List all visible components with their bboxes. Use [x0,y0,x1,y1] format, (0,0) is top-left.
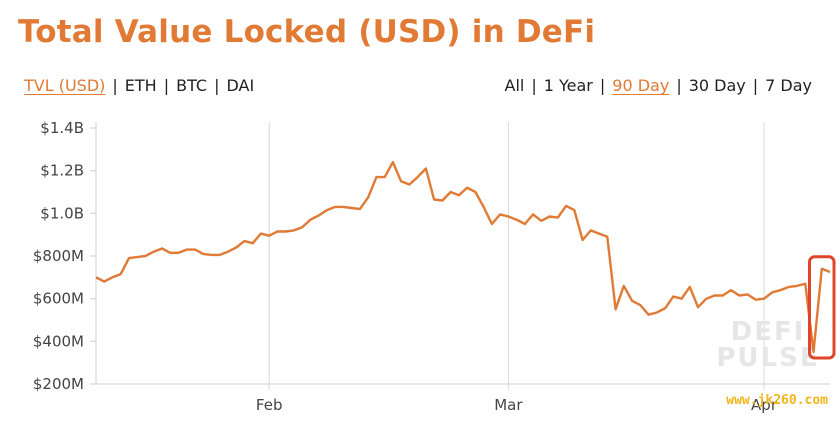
watermark-pulse: PULSE [716,343,819,373]
chart-title: Total Value Locked (USD) in DeFi [18,14,596,50]
tab-separator: | [752,76,759,95]
y-tick-label: $1.2B [40,162,84,180]
highlight-box [808,255,836,360]
tab-separator: | [163,76,170,95]
tvl-line-chart: $200M $400M $600M $800M $1.0B $1.2B $1.4B Feb Ma… [33,119,836,414]
tab-eth[interactable]: ETH [124,76,157,95]
tab-separator: | [599,76,606,95]
y-tick-label: $1.4B [40,119,84,137]
watermark-defi: DEFI [731,317,806,347]
y-tick-label: $800M [33,247,84,265]
tab-separator: | [214,76,220,95]
y-tick-label: $200M [33,375,84,393]
site-watermark: www.jk260.com [726,393,828,408]
tab-tvl-usd[interactable]: TVL (USD) [24,76,106,95]
unit-tabs: TVL (USD) | ETH | BTC | DAI [24,76,254,95]
y-tick-label: $400M [33,332,84,350]
y-tick-label: $600M [33,290,84,308]
series-line [95,160,831,354]
tab-all[interactable]: All [504,76,525,95]
x-tick-label: Apr [751,396,778,414]
y-tick-label: $1.0B [40,204,84,222]
tab-separator: | [531,76,537,95]
x-tick-label: Mar [494,396,523,414]
tab-separator: | [112,76,118,95]
x-tick-label: Feb [256,396,283,414]
tab-90-day[interactable]: 90 Day [612,76,670,95]
tab-1-year[interactable]: 1 Year [543,76,593,95]
tab-btc[interactable]: BTC [176,76,208,95]
tab-7-day[interactable]: 7 Day [765,76,812,95]
tab-separator: | [676,76,682,95]
tab-dai[interactable]: DAI [226,76,255,95]
tab-30-day[interactable]: 30 Day [688,76,746,95]
range-tabs: All | 1 Year | 90 Day | 30 Day | 7 Day [505,76,813,95]
